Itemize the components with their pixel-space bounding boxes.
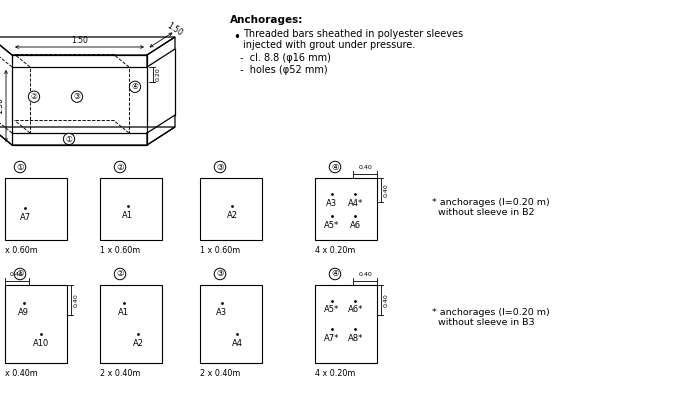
Bar — [200, 178, 262, 240]
Text: ②: ② — [116, 270, 124, 278]
Text: A10: A10 — [33, 339, 49, 348]
Text: x 0.40m: x 0.40m — [5, 369, 38, 378]
Text: A5*: A5* — [324, 220, 339, 230]
Text: 0.40: 0.40 — [74, 293, 79, 307]
Text: A4: A4 — [232, 339, 242, 348]
Bar — [100, 178, 162, 240]
Text: 1.50: 1.50 — [71, 36, 88, 45]
Text: 4 x 0.20m: 4 x 0.20m — [315, 246, 355, 255]
Text: 0.40: 0.40 — [358, 165, 372, 170]
Text: A2: A2 — [227, 211, 238, 220]
Text: 1.50: 1.50 — [165, 21, 184, 38]
Text: ③: ③ — [216, 162, 224, 172]
Text: A1: A1 — [123, 211, 133, 220]
Text: A6: A6 — [350, 220, 361, 230]
Text: * anchorages (l=0.20 m)
  without sleeve in B3: * anchorages (l=0.20 m) without sleeve i… — [432, 308, 550, 327]
Text: injected with grout under pressure.: injected with grout under pressure. — [243, 40, 415, 50]
Text: ③: ③ — [74, 92, 81, 101]
Text: 0.40: 0.40 — [384, 183, 389, 197]
Text: A8*: A8* — [347, 334, 363, 343]
Text: 2 x 0.40m: 2 x 0.40m — [200, 369, 240, 378]
Text: A5*: A5* — [324, 305, 339, 314]
Text: 0.40: 0.40 — [10, 272, 24, 277]
Text: A9: A9 — [18, 308, 29, 317]
Text: x 0.60m: x 0.60m — [5, 246, 38, 255]
Text: 0.20: 0.20 — [156, 67, 161, 81]
Text: ①: ① — [16, 162, 24, 172]
Text: Anchorages:: Anchorages: — [230, 15, 303, 25]
Text: 1.50: 1.50 — [0, 98, 4, 114]
Text: ④: ④ — [131, 82, 138, 91]
Text: ④: ④ — [331, 162, 338, 172]
Text: ①: ① — [66, 135, 72, 143]
Text: ②: ② — [30, 92, 37, 101]
Text: 0.40: 0.40 — [358, 272, 372, 277]
Text: 1 x 0.60m: 1 x 0.60m — [200, 246, 240, 255]
Text: -  cl. 8.8 (φ16 mm): - cl. 8.8 (φ16 mm) — [240, 53, 331, 63]
Text: Threaded bars sheathed in polyester sleeves: Threaded bars sheathed in polyester slee… — [243, 29, 463, 39]
Text: 4 x 0.20m: 4 x 0.20m — [315, 369, 355, 378]
Text: ②: ② — [116, 162, 124, 172]
Bar — [315, 285, 377, 363]
Text: A7*: A7* — [324, 334, 339, 343]
Text: A3: A3 — [216, 308, 227, 317]
Text: •: • — [233, 31, 240, 44]
Text: A7: A7 — [20, 213, 31, 222]
Bar — [5, 178, 67, 240]
Text: ①: ① — [16, 270, 24, 278]
Text: ③: ③ — [216, 270, 224, 278]
Text: 1 x 0.60m: 1 x 0.60m — [100, 246, 140, 255]
Text: A6*: A6* — [347, 305, 363, 314]
Text: A2: A2 — [133, 339, 144, 348]
Bar — [5, 285, 67, 363]
Text: * anchorages (l=0.20 m)
  without sleeve in B2: * anchorages (l=0.20 m) without sleeve i… — [432, 198, 550, 217]
Text: A4*: A4* — [348, 199, 363, 208]
Bar — [100, 285, 162, 363]
Text: A1: A1 — [118, 308, 129, 317]
Bar — [200, 285, 262, 363]
Text: 2 x 0.40m: 2 x 0.40m — [100, 369, 140, 378]
Text: -  holes (φ52 mm): - holes (φ52 mm) — [240, 65, 328, 75]
Text: ④: ④ — [331, 270, 338, 278]
Bar — [315, 178, 377, 240]
Text: A3: A3 — [326, 199, 337, 208]
Text: 0.40: 0.40 — [384, 293, 389, 307]
